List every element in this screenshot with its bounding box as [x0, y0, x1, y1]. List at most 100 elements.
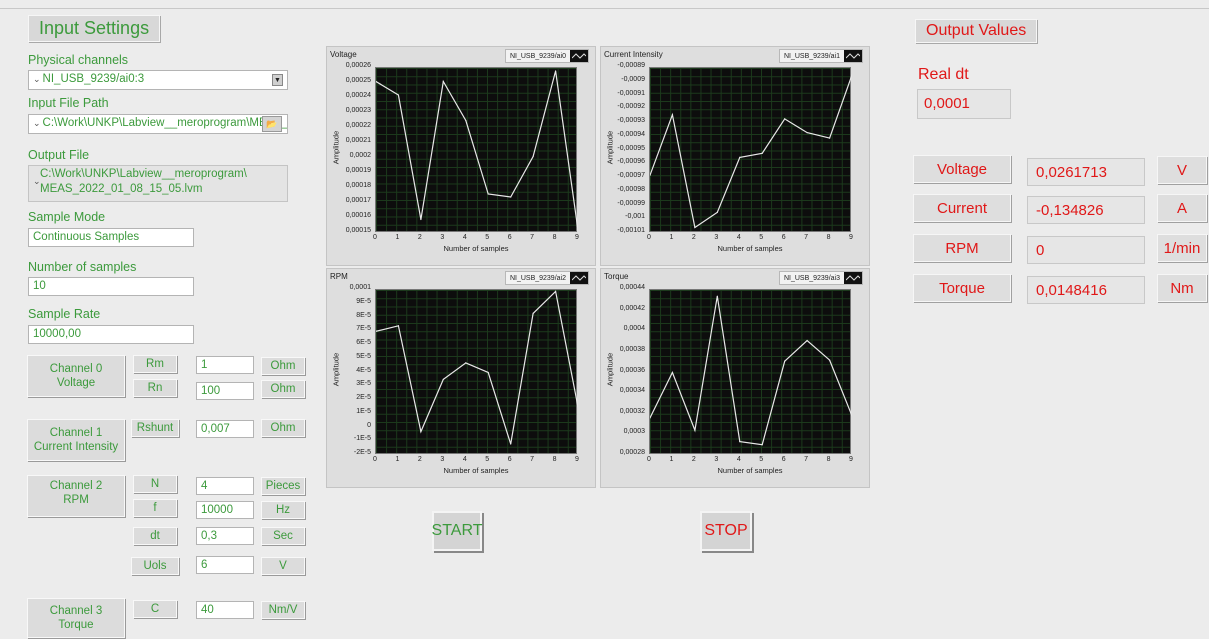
x-tick-label: 6 — [507, 234, 512, 241]
f-field[interactable]: 10000 — [196, 501, 254, 519]
path-icon: ⌄ — [33, 118, 41, 128]
browse-folder-icon[interactable]: 📂 — [262, 116, 282, 132]
plot-legend[interactable]: NI_USB_9239/ai2 — [504, 271, 589, 285]
x-tick-label: 7 — [804, 234, 809, 241]
plot-svg — [376, 290, 578, 445]
input-file-path-value: C:\Work\UNKP\Labview__meroprogram\MEAS_ — [42, 117, 288, 129]
rn-field[interactable]: 100 — [196, 382, 254, 400]
data-point — [442, 80, 444, 83]
y-tick-label: 0,00032 — [619, 407, 645, 415]
plot-legend[interactable]: NI_USB_9239/ai1 — [778, 49, 863, 63]
x-tick-label: 1 — [395, 456, 400, 463]
sample-mode-label: Sample Mode — [28, 210, 106, 224]
data-point — [716, 295, 718, 297]
physical-channels-select[interactable]: ⌄ NI_USB_9239/ai0:3 ▼ — [28, 70, 288, 90]
y-tick-label: 0,0002 — [349, 152, 371, 159]
y-tick-label: -0,00097 — [617, 172, 645, 179]
x-tick-label: 6 — [781, 234, 786, 241]
real-dt-display: 0,0001 — [917, 89, 1011, 119]
data-point — [716, 211, 718, 213]
sample-mode-field[interactable]: Continuous Samples — [28, 228, 194, 247]
channel-2-rpm-button[interactable]: Channel 2 RPM — [27, 475, 125, 517]
plot-area[interactable] — [375, 67, 578, 232]
io-name-icon: ⌄ — [33, 74, 41, 84]
top-divider — [0, 8, 1209, 9]
legend-swatch-icon — [570, 272, 588, 284]
y-tick-label: 0,00028 — [619, 449, 645, 456]
y-tick-label: 0,00044 — [619, 284, 645, 291]
torque-output-label: Torque — [913, 274, 1011, 302]
x-tick-label: 0 — [647, 456, 651, 463]
y-tick-label: 0 — [367, 421, 371, 429]
data-point — [806, 132, 808, 134]
number-of-samples-label: Number of samples — [28, 260, 137, 274]
channel-0-voltage-button[interactable]: Channel 0 Voltage — [27, 355, 125, 397]
y-tick-label: 0,00016 — [345, 212, 371, 219]
plot-legend[interactable]: NI_USB_9239/ai3 — [778, 271, 863, 285]
voltage-graph: Voltage NI_USB_9239/ai0 0,00026 0,00025 0,00… — [326, 46, 596, 266]
uols-unit: V — [261, 557, 305, 575]
data-point — [761, 152, 763, 154]
rshunt-unit: Ohm — [261, 419, 305, 437]
channel-3-torque-button[interactable]: Channel 3 Torque — [27, 598, 125, 638]
plot-legend[interactable]: NI_USB_9239/ai0 — [504, 49, 589, 63]
x-tick-label: 5 — [485, 456, 490, 463]
data-point — [510, 196, 512, 198]
x-axis-title: Number of samples — [717, 466, 783, 475]
input-settings-header: Input Settings — [28, 15, 161, 42]
data-point — [671, 371, 674, 374]
plot-area[interactable] — [375, 289, 578, 454]
sample-rate-label: Sample Rate — [28, 307, 101, 321]
data-point — [376, 80, 377, 83]
start-button[interactable]: START — [432, 511, 482, 551]
rpm-output-unit: 1/min — [1157, 234, 1207, 262]
x-tick-label: 1 — [395, 234, 400, 241]
y-tick-label: -0,00094 — [617, 130, 645, 138]
channel-1-current-button[interactable]: Channel 1 Current Intensity — [27, 419, 125, 461]
y-tick-label: -0,00089 — [617, 62, 645, 69]
x-tick-label: 7 — [530, 456, 535, 463]
data-point — [828, 359, 831, 361]
x-tick-label: 6 — [781, 456, 786, 463]
rm-unit: Ohm — [261, 357, 305, 375]
data-point — [397, 325, 400, 327]
x-tick-label: 7 — [804, 456, 809, 463]
x-tick-label: 4 — [736, 456, 741, 463]
uols-field[interactable]: 6 — [196, 556, 254, 574]
f-label: f — [133, 499, 177, 517]
graph-title: Current Intensity — [604, 50, 663, 59]
plot-area[interactable] — [649, 289, 852, 454]
output-file-label: Output File — [28, 148, 90, 162]
legend-swatch-icon — [844, 50, 862, 62]
data-point — [828, 137, 831, 139]
sample-rate-field[interactable]: 10000,00 — [28, 325, 194, 344]
x-tick-label: 2 — [691, 234, 696, 241]
number-of-samples-field[interactable]: 10 — [28, 277, 194, 296]
y-tick-label: -2E-5 — [353, 449, 371, 456]
data-point — [806, 339, 808, 342]
plot-area[interactable] — [649, 67, 852, 232]
dt-label: dt — [133, 527, 177, 545]
stop-button[interactable]: STOP — [700, 511, 752, 551]
rpm-output-value: 0 — [1027, 236, 1145, 264]
data-point — [650, 174, 651, 176]
c-field[interactable]: 40 — [196, 601, 254, 619]
c-unit: Nm/V — [261, 601, 305, 619]
x-tick-label: 2 — [691, 456, 696, 463]
data-point — [851, 74, 852, 76]
y-tick-label: 0,00034 — [619, 387, 645, 395]
data-point — [465, 119, 467, 122]
y-tick-label: -0,00096 — [617, 158, 645, 166]
data-point — [487, 193, 489, 195]
rshunt-field[interactable]: 0,007 — [196, 420, 254, 438]
dt-field[interactable]: 0,3 — [196, 527, 254, 545]
y-tick-label: -0,00101 — [617, 227, 645, 234]
rm-field[interactable]: 1 — [196, 356, 254, 374]
x-tick-label: 8 — [552, 456, 557, 463]
dropdown-arrow-icon[interactable]: ▼ — [272, 74, 283, 86]
input-file-path-field[interactable]: ⌄ C:\Work\UNKP\Labview__meroprogram\MEAS_ — [28, 114, 288, 134]
data-point — [694, 226, 696, 229]
n-field[interactable]: 4 — [196, 477, 254, 495]
legend-label: NI_USB_9239/ai1 — [783, 52, 840, 60]
data-point — [442, 378, 444, 380]
